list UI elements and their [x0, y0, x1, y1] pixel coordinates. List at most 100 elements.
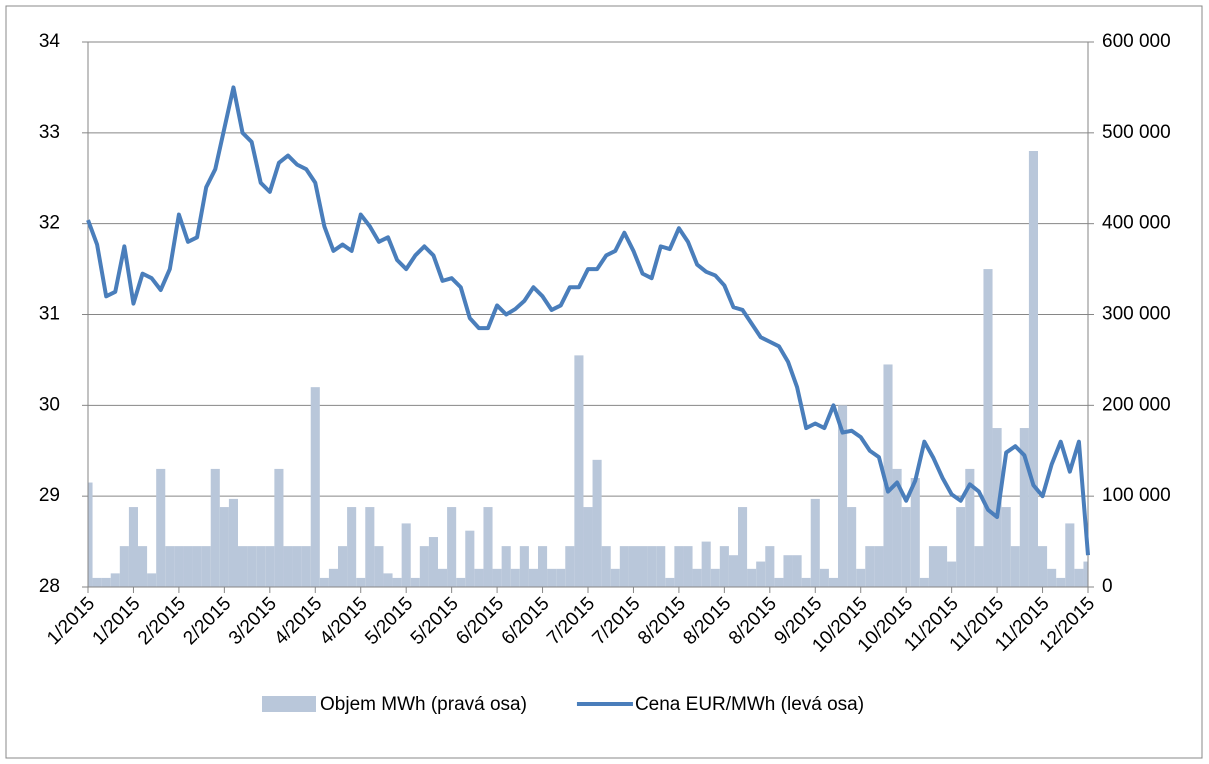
bar — [110, 573, 120, 587]
bar — [510, 568, 520, 587]
y2-tick-label: 100 000 — [1102, 485, 1171, 506]
bar — [728, 555, 738, 587]
bar — [1028, 151, 1038, 587]
bar — [783, 555, 793, 587]
bar — [501, 546, 511, 587]
bar — [665, 577, 675, 587]
bar — [465, 530, 475, 587]
bar — [128, 507, 138, 587]
bar — [847, 507, 857, 587]
bar — [910, 478, 920, 587]
y-tick-label: 32 — [39, 213, 60, 234]
bar — [147, 573, 157, 587]
bar — [965, 468, 975, 587]
y2-tick-label: 400 000 — [1102, 213, 1171, 234]
chart-border — [5, 5, 1203, 759]
bar — [701, 541, 711, 587]
bar — [88, 482, 93, 587]
bar — [301, 546, 311, 587]
bar — [747, 568, 757, 587]
bar — [528, 568, 538, 587]
y2-tick-label: 600 000 — [1102, 31, 1171, 52]
bar — [138, 546, 148, 587]
bar — [474, 568, 484, 587]
bar — [374, 546, 384, 587]
bar — [710, 568, 720, 587]
bar — [938, 546, 948, 587]
bar — [174, 546, 184, 587]
bar — [792, 555, 802, 587]
legend-label: Objem MWh (pravá osa) — [320, 694, 527, 715]
bar — [692, 568, 702, 587]
bar — [438, 568, 448, 587]
legend-item: Objem MWh (pravá osa) — [262, 694, 527, 715]
bar — [828, 577, 838, 587]
bar — [1065, 523, 1075, 587]
bar — [610, 568, 620, 587]
bar — [210, 468, 220, 587]
bar — [365, 507, 375, 587]
bar — [928, 546, 938, 587]
bar — [338, 546, 348, 587]
bar — [319, 577, 329, 587]
bar — [810, 498, 820, 587]
bar — [947, 561, 957, 587]
bar — [456, 577, 466, 587]
bar — [392, 577, 402, 587]
bar — [1010, 546, 1020, 587]
bar — [238, 546, 248, 587]
bar — [1056, 577, 1066, 587]
bar — [274, 468, 284, 587]
bar — [656, 546, 666, 587]
bar — [283, 546, 293, 587]
bar — [265, 546, 275, 587]
bar — [310, 387, 320, 587]
bar — [101, 577, 111, 587]
bar — [547, 568, 557, 587]
bar — [219, 507, 229, 587]
bar — [192, 546, 202, 587]
bar — [601, 546, 611, 587]
y2-tick-label: 300 000 — [1102, 304, 1171, 325]
bar — [519, 546, 529, 587]
bar — [1074, 568, 1084, 587]
bar — [674, 546, 684, 587]
bar — [201, 546, 211, 587]
bar — [956, 507, 966, 587]
bar — [583, 507, 593, 587]
bar — [628, 546, 638, 587]
y-tick-label: 33 — [39, 122, 60, 143]
bar — [447, 507, 457, 587]
price-line — [86, 85, 1090, 556]
bar — [756, 561, 766, 587]
bar — [719, 546, 729, 587]
bar — [801, 577, 811, 587]
y2-tick-label: 200 000 — [1102, 394, 1171, 415]
bar — [574, 355, 584, 587]
bar — [738, 507, 748, 587]
bar — [92, 577, 102, 587]
bar — [838, 405, 848, 587]
bar — [774, 577, 784, 587]
bar — [765, 546, 775, 587]
y2-tick-label: 0 — [1102, 576, 1113, 597]
bar — [256, 546, 266, 587]
legend-swatch — [262, 696, 316, 712]
bar — [556, 568, 566, 587]
bar — [565, 546, 575, 587]
bar — [919, 577, 929, 587]
bar — [538, 546, 548, 587]
bar — [683, 546, 693, 587]
bar — [419, 546, 429, 587]
bar — [401, 523, 411, 587]
bar — [328, 568, 338, 587]
bar — [410, 577, 420, 587]
bar — [492, 568, 502, 587]
legend-item: Cena EUR/MWh (levá osa) — [576, 694, 864, 715]
y-tick-label: 30 — [39, 394, 60, 415]
bar — [183, 546, 193, 587]
bar — [892, 468, 902, 587]
bar — [874, 546, 884, 587]
y-tick-label: 29 — [39, 485, 60, 506]
